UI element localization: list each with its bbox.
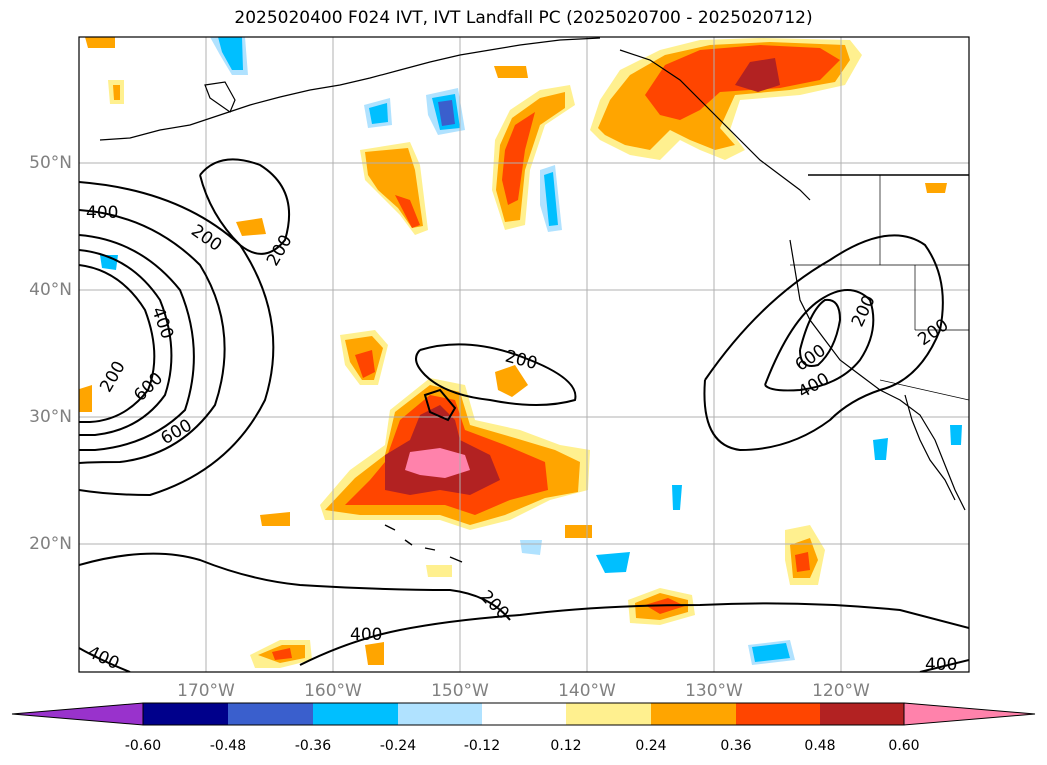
shade-spot-7 (426, 565, 452, 577)
contour-200-east (703, 234, 944, 452)
colorbar-swatch (398, 703, 482, 725)
shade-spot-1 (495, 365, 528, 397)
colorbar-tick: -0.60 (124, 738, 162, 754)
contour-600-east (799, 298, 842, 367)
colorbar-tick: -0.36 (294, 738, 332, 754)
contour-400-south (299, 602, 969, 666)
shade-blue-1b (218, 37, 243, 70)
colorbar-swatch (736, 703, 820, 725)
colorbar-tick: -0.24 (379, 738, 417, 754)
contour-600-inner (79, 249, 173, 436)
shade-blue-7 (873, 438, 888, 460)
colorbar-tick: 0.36 (720, 738, 752, 754)
contour-400-east (764, 289, 875, 392)
alaska-coast (99, 37, 601, 141)
colorbar-tick: 0.48 (804, 738, 836, 754)
colorbar-tick: 0.60 (888, 738, 920, 754)
colorbar (11, 702, 1036, 726)
shade-spot-2 (85, 37, 115, 48)
colorbar-swatch (820, 703, 904, 725)
shade-spot-4 (236, 218, 266, 236)
shade-blue-6b (752, 643, 790, 662)
colorbar-swatch (566, 703, 651, 725)
lat-label-30n: 30°N (29, 407, 72, 427)
shading-layer (79, 37, 962, 668)
colorbar-tick: 0.24 (635, 738, 667, 754)
lat-label-20n: 20°N (29, 534, 72, 554)
bc-coast (619, 49, 811, 201)
shade-nw-red (395, 195, 420, 228)
colorbar-arrow-low (11, 702, 144, 726)
shade-spot-6 (260, 512, 290, 526)
graticule (79, 37, 969, 672)
shade-ak-darkred (735, 58, 780, 92)
mexico-border (879, 379, 969, 401)
contour-label: 400 (350, 625, 382, 645)
shade-blue-4b (544, 172, 558, 226)
shade-spot-13 (925, 183, 947, 193)
shade-spot-9c (795, 552, 810, 572)
contour-label: 400 (925, 655, 957, 675)
ivt-contours (79, 158, 969, 672)
lon-label-160w: 160°W (304, 681, 362, 701)
shade-spot-3b (113, 85, 120, 100)
colorbar-swatch (228, 703, 313, 725)
shade-mid-red (355, 350, 375, 378)
shade-spot-12 (365, 642, 384, 665)
shade-spot-5 (494, 66, 528, 78)
contour-200-central (415, 343, 577, 406)
shade-blue-8 (520, 540, 542, 555)
contour-label: 400 (86, 203, 118, 223)
map-plot-area: 400 200 200 400 200 600 600 200 200 600 … (79, 37, 969, 675)
contour-200-nw (199, 158, 291, 255)
lat-label-40n: 40°N (29, 280, 72, 300)
contour-400-west (79, 209, 226, 464)
shade-blue-11 (950, 425, 962, 445)
lon-label-120w: 120°W (812, 681, 870, 701)
shade-spot-14 (79, 385, 92, 412)
map-title: 2025020400 F024 IVT, IVT Landfall PC (20… (234, 8, 813, 28)
lon-label-170w: 170°W (177, 681, 235, 701)
colorbar-swatch (482, 703, 566, 725)
colorbar-tick: -0.48 (209, 738, 247, 754)
colorbar-frame (142, 702, 905, 726)
island-1 (204, 81, 236, 113)
lat-label-50n: 50°N (29, 153, 72, 173)
colorbar-swatch (313, 703, 398, 725)
us-west-coast (789, 239, 966, 511)
contour-200-south (79, 552, 511, 621)
shade-blue-3b (369, 103, 388, 124)
contour-800-inner (79, 264, 156, 423)
shade-blue-5 (596, 552, 630, 573)
map-frame (78, 36, 970, 673)
contour-600-small (423, 388, 457, 422)
colorbar-swatch (651, 703, 736, 725)
colorbar-tick: -0.12 (463, 738, 501, 754)
shade-strip-red (502, 112, 535, 205)
shade-spot-8 (565, 525, 592, 538)
colorbar-swatch (143, 703, 228, 725)
coastlines (99, 37, 969, 563)
baja (904, 394, 956, 501)
shade-central-pink (405, 448, 470, 478)
lon-label-150w: 150°W (431, 681, 489, 701)
contour-400-sw (79, 647, 131, 672)
contour-400-se (919, 659, 969, 672)
hawaii (384, 524, 463, 563)
lon-label-140w: 140°W (558, 681, 616, 701)
shade-blue-2c (438, 100, 455, 126)
colorbar-arrow-high (903, 702, 1036, 726)
shade-blue-10 (672, 485, 682, 510)
shade-spot-11c (272, 648, 292, 660)
lon-label-130w: 130°W (685, 681, 743, 701)
colorbar-tick: 0.12 (550, 738, 582, 754)
contour-600-west (79, 234, 195, 451)
contour-200-west (79, 181, 275, 497)
